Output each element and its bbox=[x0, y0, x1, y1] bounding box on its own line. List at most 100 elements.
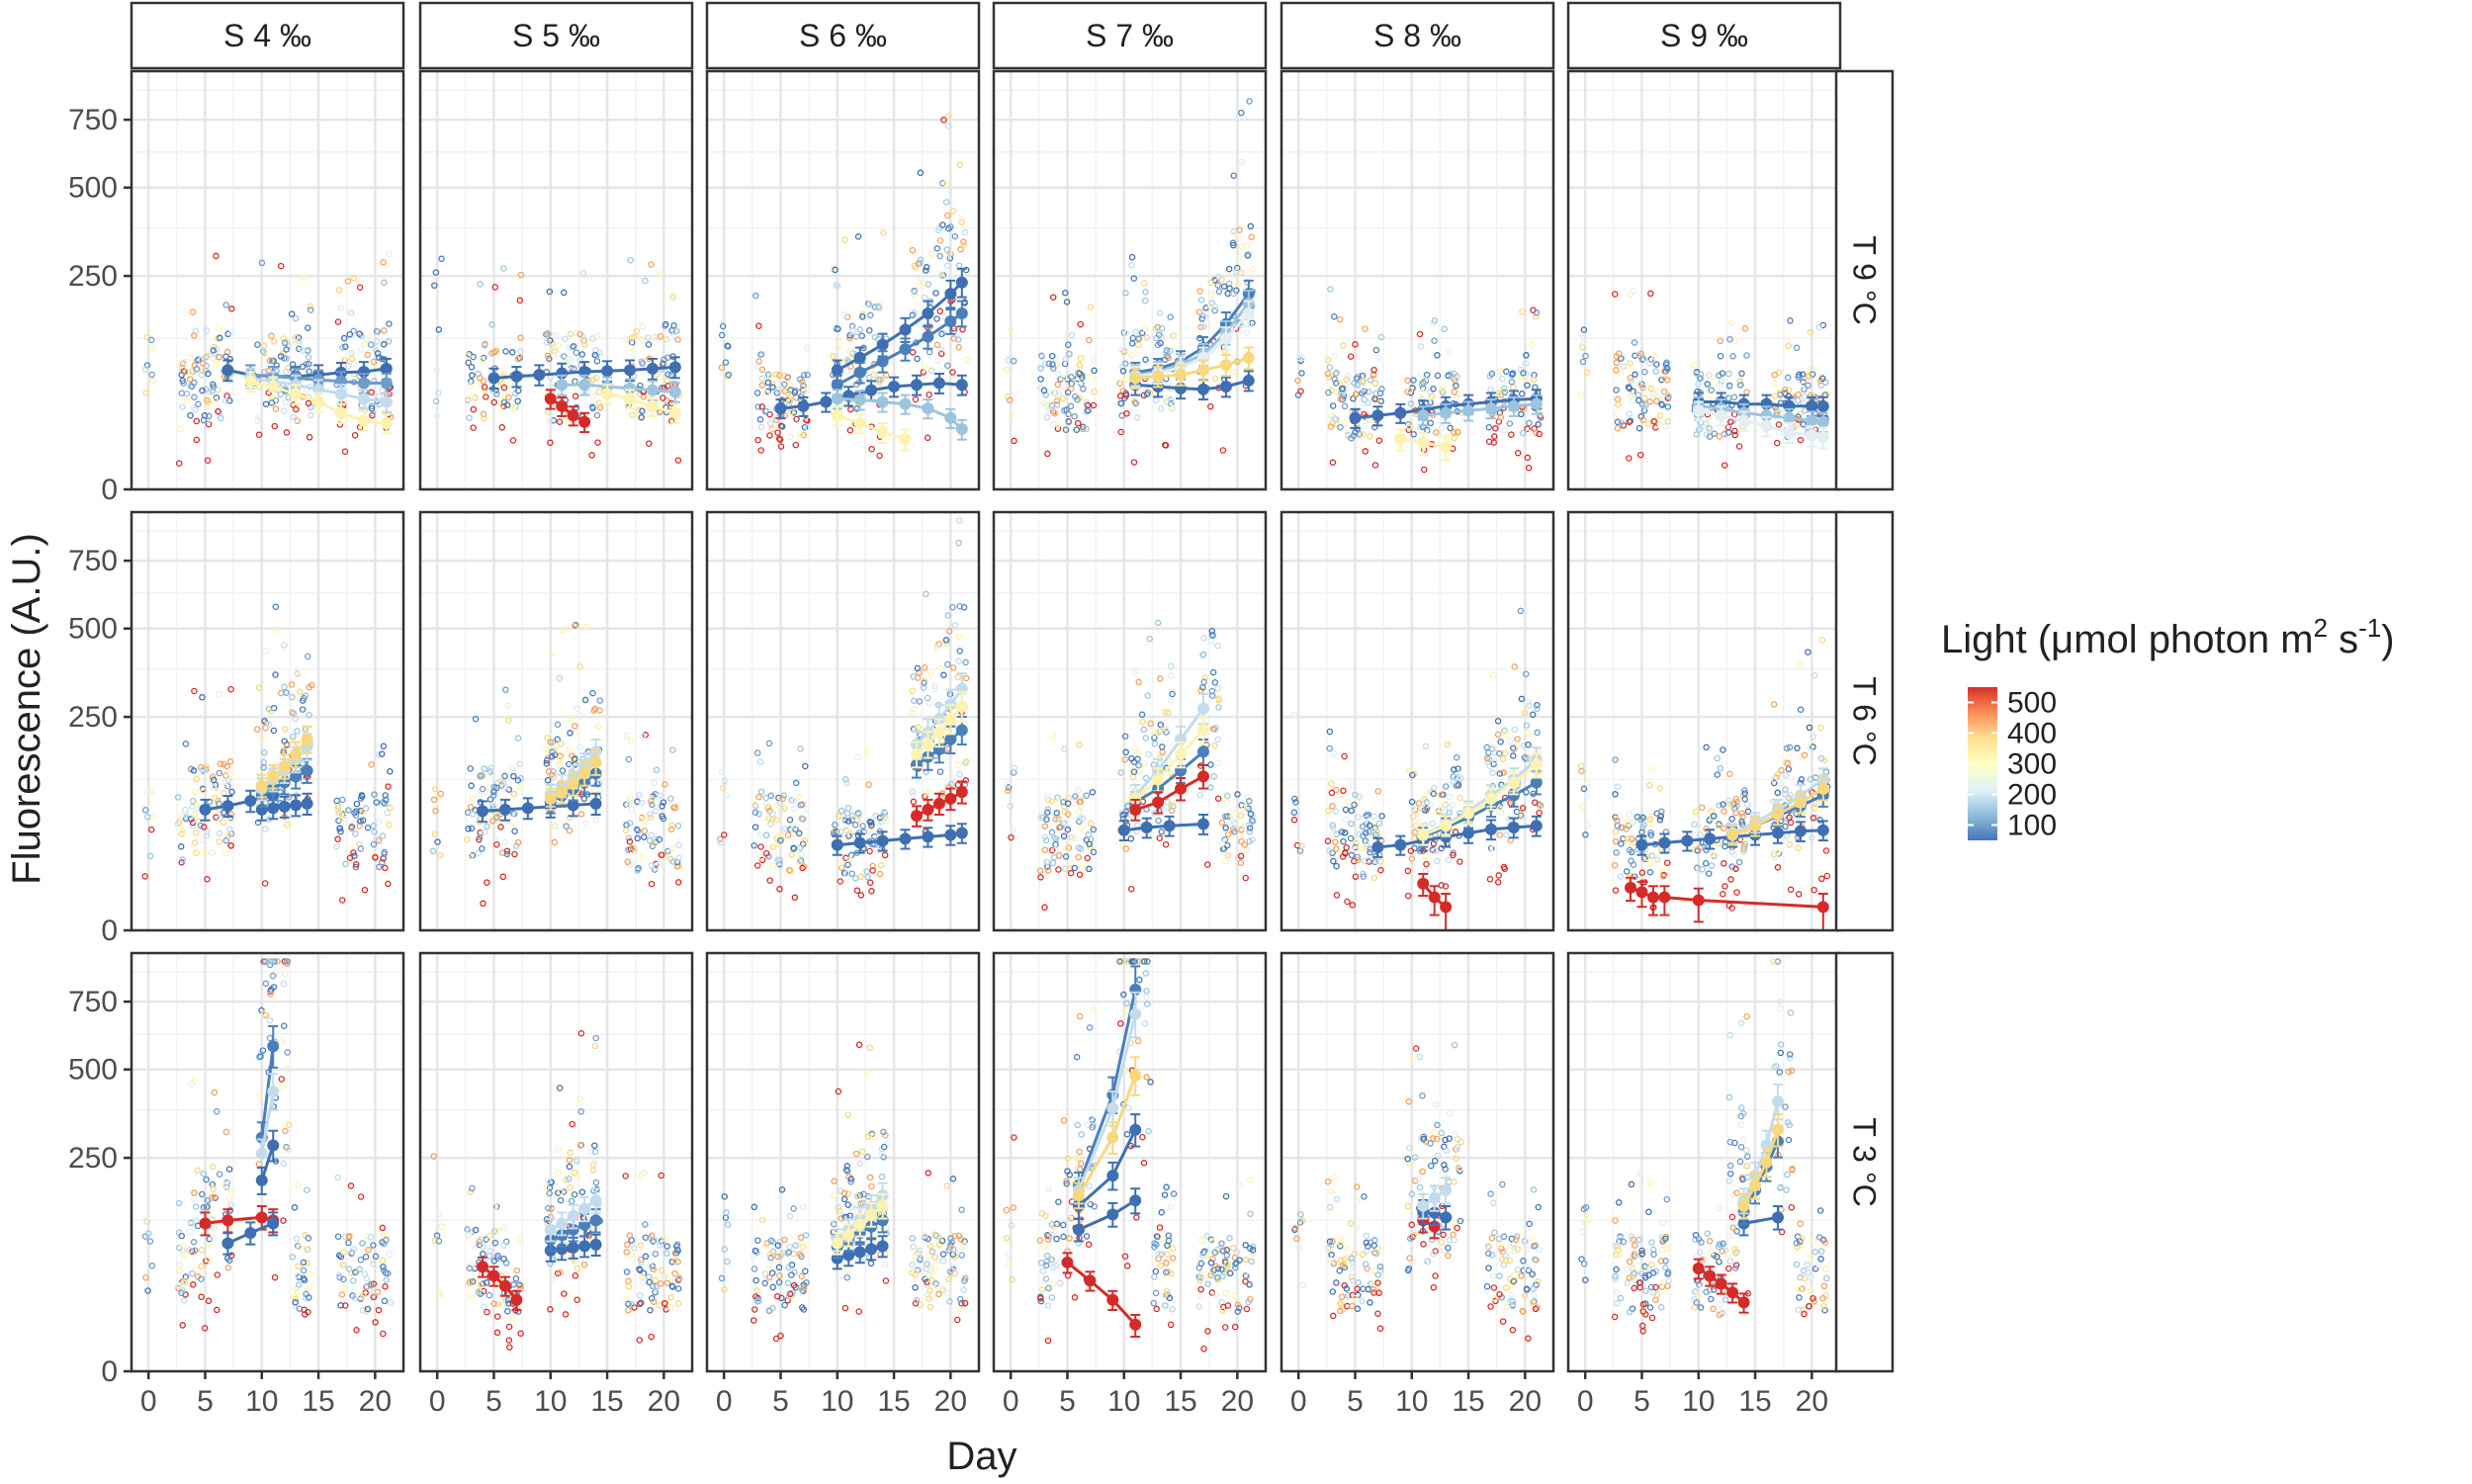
mean-point bbox=[1220, 332, 1232, 344]
mean-point bbox=[1531, 759, 1543, 771]
mean-point bbox=[669, 387, 681, 398]
mean-point bbox=[1175, 748, 1187, 760]
mean-point bbox=[1485, 793, 1497, 805]
mean-point bbox=[1440, 820, 1452, 831]
mean-point bbox=[956, 379, 968, 391]
mean-point bbox=[556, 400, 568, 412]
mean-point bbox=[1197, 703, 1209, 715]
panel-r0-c5 bbox=[1568, 71, 1840, 489]
mean-point bbox=[669, 407, 681, 419]
mean-point bbox=[854, 367, 866, 379]
panel-r1-c3 bbox=[994, 512, 1266, 930]
panel-r1-c5 bbox=[1568, 512, 1840, 930]
mean-point bbox=[1440, 407, 1452, 419]
mean-point bbox=[1817, 416, 1829, 428]
mean-point bbox=[877, 396, 889, 408]
mean-point bbox=[1795, 826, 1807, 837]
mean-point bbox=[578, 416, 590, 428]
mean-point bbox=[1197, 384, 1209, 395]
mean-point bbox=[854, 837, 866, 849]
mean-point bbox=[1243, 352, 1255, 364]
panel-background bbox=[707, 71, 979, 489]
mean-point bbox=[1462, 808, 1474, 820]
mean-point bbox=[877, 355, 889, 367]
mean-point bbox=[933, 378, 945, 390]
panel-r0-c4 bbox=[1281, 71, 1553, 489]
mean-point bbox=[290, 748, 302, 760]
mean-point bbox=[944, 829, 956, 840]
mean-point bbox=[1440, 441, 1452, 453]
mean-point bbox=[854, 417, 866, 429]
mean-point bbox=[877, 339, 889, 351]
mean-point bbox=[221, 364, 233, 376]
mean-point bbox=[1349, 412, 1361, 424]
mean-point bbox=[1658, 837, 1670, 849]
mean-point bbox=[1817, 400, 1829, 412]
mean-point bbox=[1531, 820, 1543, 831]
mean-point bbox=[545, 793, 557, 805]
mean-point bbox=[1394, 839, 1406, 851]
mean-point bbox=[1817, 431, 1829, 443]
mean-point bbox=[199, 804, 211, 816]
mean-point bbox=[545, 393, 557, 404]
mean-point bbox=[499, 804, 511, 816]
mean-point bbox=[256, 780, 268, 792]
mean-point bbox=[335, 388, 347, 399]
mean-point bbox=[1738, 414, 1750, 426]
mean-point bbox=[1417, 829, 1429, 840]
mean-point bbox=[1371, 841, 1383, 853]
mean-point bbox=[1175, 783, 1187, 795]
mean-point bbox=[956, 828, 968, 839]
mean-point bbox=[358, 414, 370, 426]
mean-point bbox=[590, 798, 602, 810]
mean-point bbox=[1817, 783, 1829, 795]
mean-point bbox=[1152, 371, 1164, 383]
mean-point bbox=[774, 402, 786, 414]
mean-point bbox=[877, 426, 889, 438]
mean-point bbox=[944, 713, 956, 725]
mean-point bbox=[290, 388, 302, 399]
mean-point bbox=[1220, 381, 1232, 393]
mean-point bbox=[1197, 745, 1209, 757]
mean-point bbox=[624, 393, 636, 404]
mean-point bbox=[1508, 400, 1520, 412]
panel-background bbox=[1281, 71, 1553, 489]
mean-point bbox=[244, 376, 256, 388]
mean-point bbox=[1417, 437, 1429, 449]
mean-point bbox=[381, 378, 393, 390]
mean-point bbox=[1749, 820, 1761, 831]
mean-point bbox=[956, 307, 968, 319]
mean-point bbox=[279, 760, 291, 772]
panel-r1-c1 bbox=[420, 512, 692, 930]
mean-point bbox=[1197, 770, 1209, 782]
mean-point bbox=[556, 786, 568, 798]
panel-r0-c3 bbox=[994, 71, 1266, 489]
mean-point bbox=[556, 379, 568, 391]
mean-point bbox=[933, 798, 945, 810]
mean-point bbox=[1197, 364, 1209, 376]
mean-point bbox=[1440, 901, 1452, 913]
mean-point bbox=[568, 778, 579, 790]
mean-point bbox=[1220, 359, 1232, 371]
mean-point bbox=[832, 409, 843, 421]
mean-point bbox=[922, 331, 933, 343]
mean-point bbox=[888, 381, 900, 393]
mean-point bbox=[944, 288, 956, 300]
mean-point bbox=[669, 361, 681, 373]
mean-point bbox=[1681, 834, 1693, 846]
mean-point bbox=[956, 786, 968, 798]
mean-point bbox=[1795, 796, 1807, 808]
mean-point bbox=[1783, 426, 1795, 438]
mean-point bbox=[335, 407, 347, 419]
mean-point bbox=[1197, 819, 1209, 830]
mean-point bbox=[797, 400, 809, 412]
mean-point bbox=[1772, 809, 1784, 821]
mean-point bbox=[647, 400, 659, 412]
mean-point bbox=[944, 734, 956, 745]
mean-point bbox=[312, 396, 324, 408]
mean-point bbox=[1806, 400, 1817, 412]
mean-point bbox=[381, 417, 393, 429]
mean-point bbox=[1394, 433, 1406, 445]
mean-point bbox=[1508, 822, 1520, 833]
